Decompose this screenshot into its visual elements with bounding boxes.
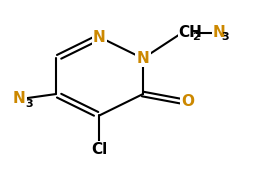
Text: N: N [93,30,106,45]
Text: N: N [137,51,149,66]
Text: N: N [212,25,225,40]
Text: N: N [13,91,26,106]
Text: 2: 2 [192,32,200,42]
Text: O: O [181,94,194,109]
Text: CH: CH [178,25,202,40]
Text: Cl: Cl [91,142,108,157]
Text: 3: 3 [26,99,33,109]
Text: 3: 3 [222,32,229,42]
Text: —: — [195,25,210,40]
